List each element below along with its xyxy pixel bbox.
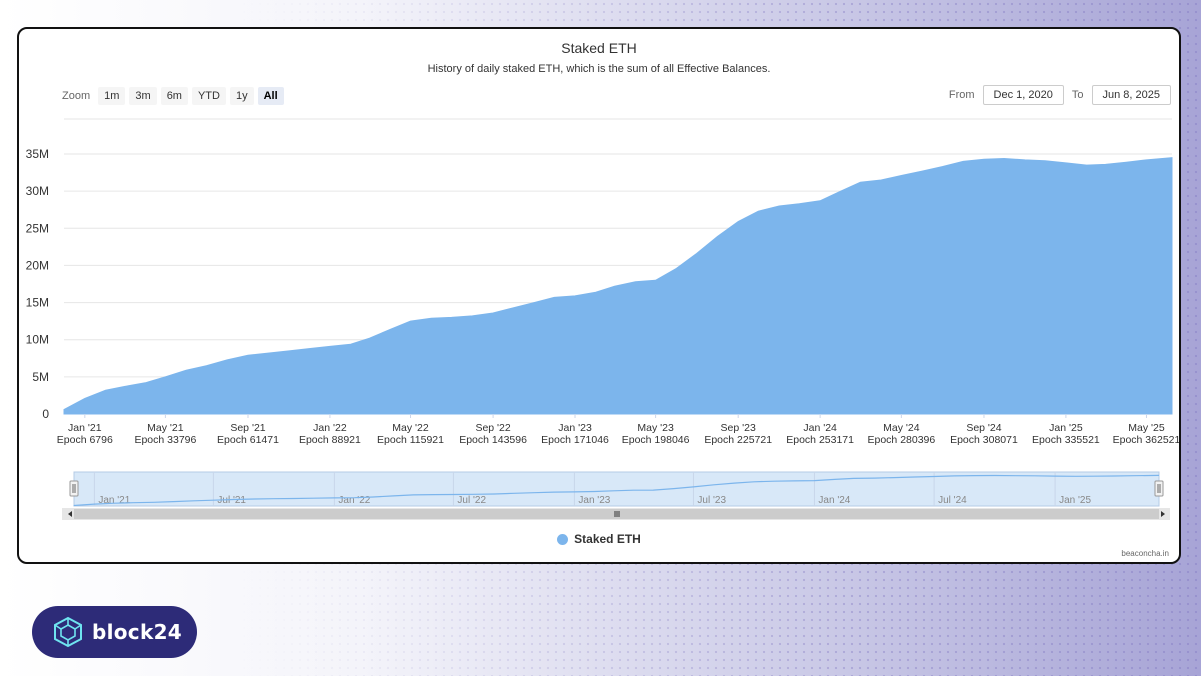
x-tick-epoch-label: Epoch 61471 [217, 434, 279, 446]
zoom-6m-button[interactable]: 6m [160, 87, 188, 105]
legend-marker [557, 533, 569, 545]
x-tick-label: Jan '25 [1049, 422, 1083, 434]
from-label: From [948, 89, 975, 101]
navigator-tick-label: Jan '21 [98, 495, 130, 506]
y-tick-label: 35M [26, 147, 49, 161]
legend-label: Staked ETH [574, 532, 641, 546]
chart-subtitle: History of daily staked ETH, which is th… [427, 63, 771, 75]
zoom-controls: Zoom 1m 3m 6m YTD 1y All [62, 87, 284, 105]
brand-logo: block24 [32, 606, 197, 658]
navigator-tick-label: Jul '21 [217, 495, 246, 506]
y-tick-label: 5M [32, 370, 49, 384]
navigator-tick-label: Jan '24 [818, 495, 850, 506]
x-tick-epoch-label: Epoch 171046 [541, 434, 609, 446]
navigator-tick-label: Jan '22 [338, 495, 370, 506]
navigator-tick-label: Jul '23 [697, 495, 726, 506]
x-tick-epoch-label: Epoch 198046 [622, 434, 690, 446]
x-tick-epoch-label: Epoch 33796 [134, 434, 196, 446]
navigator-tick-label: Jan '25 [1059, 495, 1091, 506]
x-tick-label: May '22 [392, 422, 429, 434]
from-date-input[interactable]: Dec 1, 2020 [982, 85, 1064, 105]
chart-card: Staked ETH History of daily staked ETH, … [17, 27, 1181, 564]
x-tick-label: Sep '23 [721, 422, 756, 434]
navigator-tick-label: Jan '23 [578, 495, 610, 506]
y-tick-label: 20M [26, 258, 49, 272]
navigator-tick-label: Jul '24 [938, 495, 967, 506]
x-tick-label: Sep '22 [475, 422, 510, 434]
x-tick-epoch-label: Epoch 362521 [1113, 434, 1179, 446]
x-tick-epoch-label: Epoch 225721 [704, 434, 772, 446]
x-tick-epoch-label: Epoch 308071 [950, 434, 1018, 446]
legend[interactable]: Staked ETH [19, 532, 1179, 546]
zoom-label: Zoom [62, 90, 91, 102]
y-tick-label: 30M [26, 184, 49, 198]
navigator-series-line [73, 474, 1160, 507]
x-tick-epoch-label: Epoch 253171 [786, 434, 854, 446]
y-tick-label: 0 [42, 407, 49, 421]
scroll-left-arrow-icon[interactable] [68, 511, 72, 517]
x-tick-label: Jan '22 [313, 422, 347, 434]
x-tick-epoch-label: Epoch 335521 [1032, 434, 1100, 446]
x-tick-label: Jan '23 [558, 422, 592, 434]
navigator-right-handle[interactable] [1154, 480, 1164, 497]
x-tick-epoch-label: Epoch 280396 [868, 434, 936, 446]
date-range: From Dec 1, 2020 To Jun 8, 2025 [949, 85, 1171, 105]
x-tick-label: May '25 [1128, 422, 1165, 434]
y-tick-label: 25M [26, 221, 49, 235]
y-tick-label: 15M [26, 296, 49, 310]
to-label: To [1071, 89, 1084, 101]
zoom-ytd-button[interactable]: YTD [191, 87, 226, 105]
x-tick-epoch-label: Epoch 88921 [299, 434, 361, 446]
x-tick-label: Sep '24 [966, 422, 1001, 434]
x-tick-label: Jan '21 [68, 422, 102, 434]
brand-name: block24 [92, 620, 183, 644]
cube-icon [54, 616, 82, 648]
x-tick-label: Sep '21 [230, 422, 265, 434]
credit-text[interactable]: beaconcha.in [1121, 549, 1169, 558]
x-tick-label: May '23 [637, 422, 674, 434]
x-tick-label: Jan '24 [803, 422, 837, 434]
x-tick-epoch-label: Epoch 115921 [377, 434, 444, 446]
x-tick-epoch-label: Epoch 6796 [57, 434, 113, 446]
navigator-left-handle[interactable] [69, 480, 79, 497]
x-tick-epoch-label: Epoch 143596 [459, 434, 527, 446]
zoom-1y-button[interactable]: 1y [229, 87, 254, 105]
to-date-input[interactable]: Jun 8, 2025 [1091, 85, 1171, 105]
y-tick-label: 10M [26, 333, 49, 347]
zoom-all-button[interactable]: All [257, 87, 284, 105]
chart-title: Staked ETH [561, 40, 637, 56]
x-tick-label: May '21 [147, 422, 184, 434]
scroll-right-arrow-icon[interactable] [1161, 511, 1165, 517]
navigator-tick-label: Jul '22 [457, 495, 486, 506]
zoom-3m-button[interactable]: 3m [129, 87, 157, 105]
x-tick-label: May '24 [883, 422, 920, 434]
staked-eth-area [63, 157, 1173, 415]
zoom-1m-button[interactable]: 1m [98, 87, 126, 105]
